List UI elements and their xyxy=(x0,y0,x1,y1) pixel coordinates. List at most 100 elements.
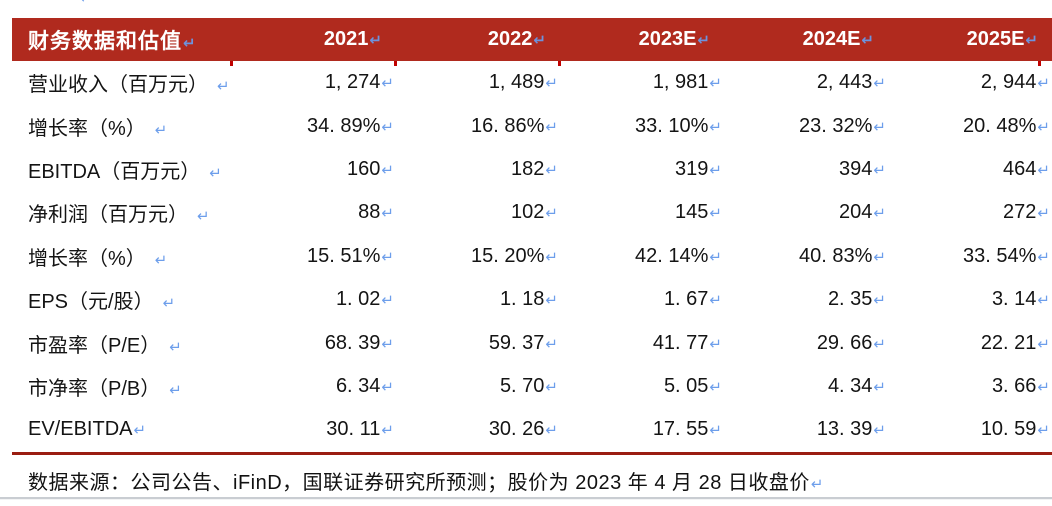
cell-text: 15. 51% xyxy=(307,244,381,267)
cell-text: 5. 70 xyxy=(499,374,545,397)
row-label: 增长率（%） ↵ xyxy=(12,242,232,271)
paragraph-mark-icon: ↵ xyxy=(1037,247,1050,266)
cell-value: 6. 34↵ xyxy=(232,375,396,398)
paragraph-mark-icon: ↵ xyxy=(873,74,886,93)
cell-value: 41. 77↵ xyxy=(560,332,724,355)
cell-text: 204 xyxy=(839,201,873,224)
paragraph-mark-icon: ↵ xyxy=(1037,204,1050,223)
cell-text: 30. 11 xyxy=(326,418,381,441)
paragraph-mark-icon: ↵ xyxy=(545,117,558,136)
paragraph-mark-icon: ↵ xyxy=(545,74,558,93)
paragraph-mark-icon: ↵ xyxy=(369,31,382,49)
cell-value: 204↵ xyxy=(724,201,888,224)
paragraph-mark-icon: ↵ xyxy=(1037,160,1050,179)
table-row-net-profit: 净利润（百万元） ↵ 88↵ 102↵ 145↵ 204↵ 272↵ xyxy=(12,191,1052,234)
paragraph-mark-icon: ↵ xyxy=(709,74,722,93)
table-row-growth-revenue: 增长率（%） ↵ 34. 89%↵ 16. 86%↵ 33. 10%↵ 23. 3… xyxy=(12,104,1052,147)
cell-value: 1, 981↵ xyxy=(560,71,724,94)
paragraph-mark-icon: ↵ xyxy=(873,377,886,396)
row-label-text: 市盈率（P/E） xyxy=(28,334,161,357)
header-year-text: 2022 xyxy=(487,28,533,50)
cell-value: 33. 10%↵ xyxy=(560,115,724,138)
paragraph-mark-icon: ↵ xyxy=(197,207,210,226)
cell-text: 1, 274 xyxy=(324,71,381,94)
cell-text: 6. 34 xyxy=(335,374,381,397)
window-bottom-divider xyxy=(0,497,1052,500)
paragraph-mark-icon: ↵ xyxy=(1025,31,1038,49)
cell-value: 13. 39↵ xyxy=(724,418,888,441)
cell-text: 13. 39 xyxy=(816,418,873,441)
row-label: EV/EBITDA↵ xyxy=(12,418,232,441)
cell-text: 319 xyxy=(675,157,709,180)
cell-text: 1. 67 xyxy=(663,288,709,311)
row-label: 净利润（百万元） ↵ xyxy=(12,198,232,227)
paragraph-mark-icon: ↵ xyxy=(873,247,886,266)
cell-text: 1, 489 xyxy=(488,71,545,94)
cell-value: 2. 35↵ xyxy=(724,288,888,311)
cell-value: 10. 59↵ xyxy=(888,418,1052,441)
cell-border-tick xyxy=(1038,61,1041,66)
header-cell-year-2025e: 2025E↵ xyxy=(888,28,1052,51)
cell-value: 145↵ xyxy=(560,201,724,224)
paragraph-mark-icon: ↵ xyxy=(154,250,168,269)
paragraph-mark-icon: ↵ xyxy=(873,334,886,353)
cell-value: 22. 21↵ xyxy=(888,332,1052,355)
cell-value: 5. 05↵ xyxy=(560,375,724,398)
paragraph-mark-icon: ↵ xyxy=(154,120,168,139)
table-row-pe: 市盈率（P/E） ↵ 68. 39↵ 59. 37↵ 41. 77↵ 29. 66… xyxy=(12,321,1052,364)
cell-text: 30. 26 xyxy=(488,418,545,441)
paragraph-mark-icon: ↵ xyxy=(545,334,558,353)
row-label: 市净率（P/B） ↵ xyxy=(12,372,232,401)
paragraph-mark-icon: ↵ xyxy=(533,31,546,49)
paragraph-mark-icon: ↵ xyxy=(861,31,874,49)
header-title-text: 财务数据和估值 xyxy=(28,29,182,53)
header-year-text: 2024E xyxy=(802,28,861,50)
cell-value: 3. 66↵ xyxy=(888,375,1052,398)
cell-text: 42. 14% xyxy=(635,244,709,267)
paragraph-mark-icon: ↵ xyxy=(169,337,182,356)
paragraph-mark-icon: ↵ xyxy=(381,74,394,93)
paragraph-mark-icon: ↵ xyxy=(873,204,886,223)
paragraph-mark-icon: ↵ xyxy=(873,160,886,179)
cell-text: 182 xyxy=(511,157,545,180)
paragraph-mark-icon: ↵ xyxy=(545,377,558,396)
cell-text: 16. 86% xyxy=(471,114,545,137)
cell-value: 319↵ xyxy=(560,158,724,181)
table-row-ebitda: EBITDA（百万元） ↵ 160↵ 182↵ 319↵ 394↵ 464↵ xyxy=(12,148,1052,191)
cell-text: 1, 981 xyxy=(652,71,709,94)
row-label: 市盈率（P/E） ↵ xyxy=(12,329,232,358)
paragraph-mark-icon: ↵ xyxy=(1037,377,1050,396)
row-label: 营业收入（百万元） ↵ xyxy=(12,68,232,97)
cell-value: 2, 443↵ xyxy=(724,71,888,94)
cell-text: 5. 05 xyxy=(663,374,709,397)
cell-value: 1, 489↵ xyxy=(396,71,560,94)
cell-text: 2, 944 xyxy=(980,71,1037,94)
cell-value: 30. 11↵ xyxy=(232,418,396,441)
paragraph-mark-icon: ↵ xyxy=(709,421,722,440)
cell-text: 20. 48% xyxy=(963,114,1037,137)
cell-text: 22. 21 xyxy=(980,331,1037,354)
header-year-text: 2023E xyxy=(638,28,697,50)
cell-value: 102↵ xyxy=(396,201,560,224)
paragraph-mark-icon: ↵ xyxy=(709,377,722,396)
row-label: EBITDA（百万元） ↵ xyxy=(12,155,232,184)
table-row-eps: EPS（元/股） ↵ 1. 02↵ 1. 18↵ 1. 67↵ 2. 35↵ 3.… xyxy=(12,278,1052,321)
row-label-text: EV/EBITDA xyxy=(28,418,133,441)
cell-value: 1. 67↵ xyxy=(560,288,724,311)
paragraph-mark-icon: ↵ xyxy=(545,160,558,179)
cell-text: 29. 66 xyxy=(816,331,873,354)
cell-text: 145 xyxy=(675,201,709,224)
cell-value: 15. 20%↵ xyxy=(396,245,560,268)
cell-text: 3. 14 xyxy=(991,288,1037,311)
table-row-growth-profit: 增长率（%） ↵ 15. 51% ↵ 15. 20%↵ 42. 14% ↵ 40. 8… xyxy=(12,235,1052,278)
paragraph-mark-icon: ↵ xyxy=(545,291,558,310)
cell-text: 102 xyxy=(511,201,545,224)
cell-text: 40. 83% xyxy=(799,244,873,267)
paragraph-mark-icon: ↵ xyxy=(709,334,722,353)
paragraph-mark-icon: ↵ xyxy=(209,163,222,182)
paragraph-mark-icon: ↵ xyxy=(169,380,182,399)
cell-text: 4. 34 xyxy=(827,374,873,397)
paragraph-mark-icon: ↵ xyxy=(545,421,558,440)
financial-table: 财务数据和估值↵ 2021↵ 2022↵ 2023E↵ 2024E↵ 2025E… xyxy=(12,18,1052,455)
cell-border-tick xyxy=(230,61,233,66)
